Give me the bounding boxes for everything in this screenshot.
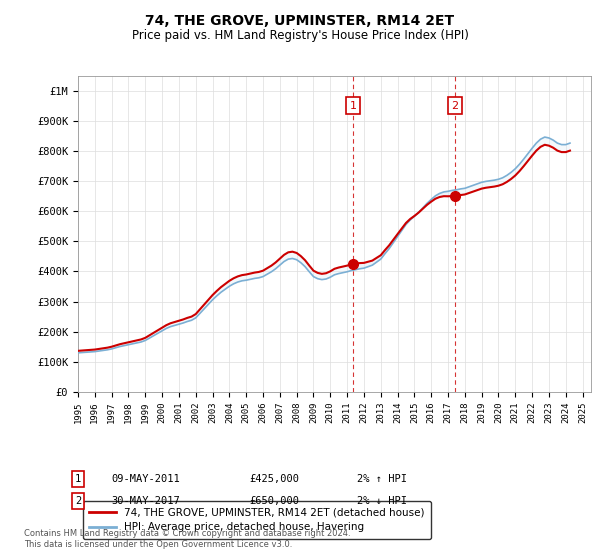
Text: 2% ↑ HPI: 2% ↑ HPI	[357, 474, 407, 484]
Text: 30-MAY-2017: 30-MAY-2017	[111, 496, 180, 506]
Text: Contains HM Land Registry data © Crown copyright and database right 2024.
This d: Contains HM Land Registry data © Crown c…	[24, 529, 350, 549]
Legend: 74, THE GROVE, UPMINSTER, RM14 2ET (detached house), HPI: Average price, detache: 74, THE GROVE, UPMINSTER, RM14 2ET (deta…	[83, 501, 431, 539]
Text: £425,000: £425,000	[249, 474, 299, 484]
Text: 2% ↓ HPI: 2% ↓ HPI	[357, 496, 407, 506]
Text: 2: 2	[451, 101, 458, 111]
Text: 09-MAY-2011: 09-MAY-2011	[111, 474, 180, 484]
Text: £650,000: £650,000	[249, 496, 299, 506]
Text: 74, THE GROVE, UPMINSTER, RM14 2ET: 74, THE GROVE, UPMINSTER, RM14 2ET	[145, 14, 455, 28]
Text: 2: 2	[75, 496, 81, 506]
Text: 1: 1	[75, 474, 81, 484]
Text: Price paid vs. HM Land Registry's House Price Index (HPI): Price paid vs. HM Land Registry's House …	[131, 29, 469, 42]
Text: 1: 1	[350, 101, 356, 111]
